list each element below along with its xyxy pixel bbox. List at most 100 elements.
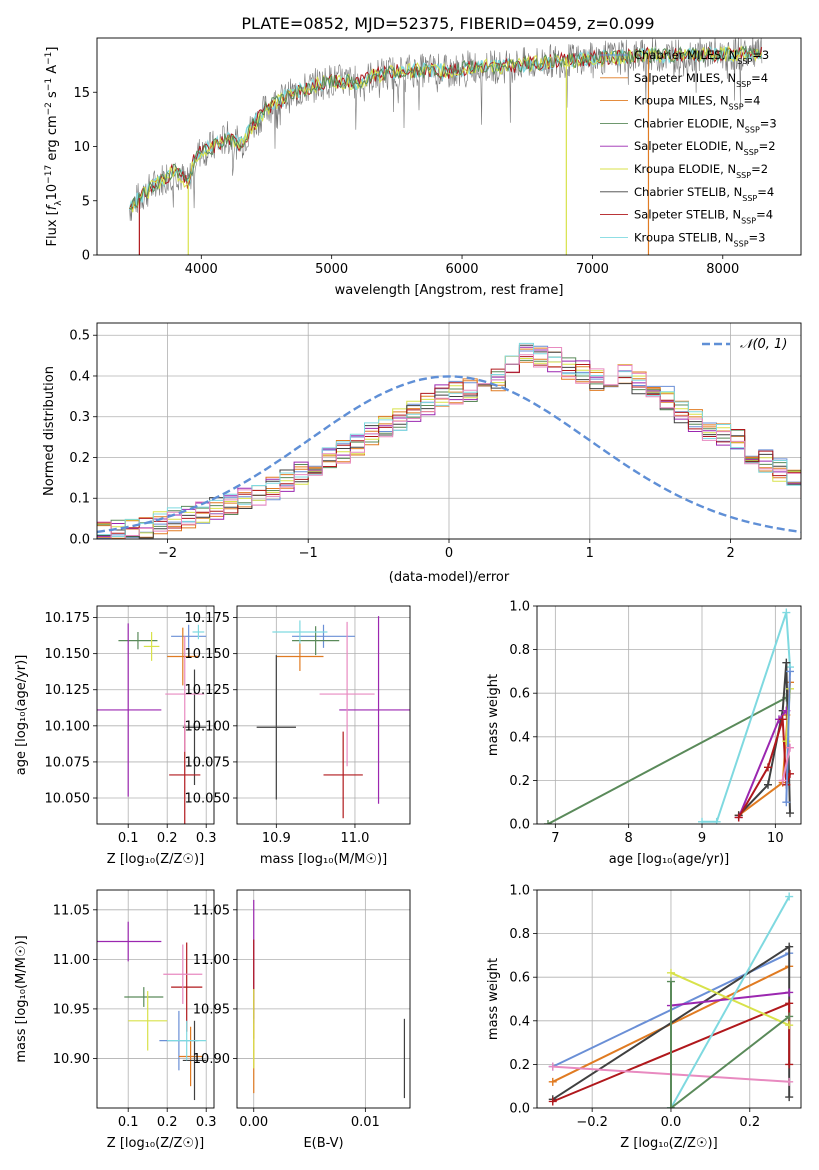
legend-label: Salpeter ELODIE, NSSP=2 (634, 139, 776, 157)
y-tick-label: 10.90 (193, 1052, 230, 1067)
y-axis-label: Flux [fλ10−17 erg cm−2 s−1 A−1] (44, 47, 64, 247)
y-tick-label: 11.00 (53, 953, 90, 968)
series-line (785, 671, 791, 803)
series-line (547, 696, 787, 824)
y-tick-label: 0.0 (69, 533, 90, 548)
y-tick-label: 0.8 (509, 643, 530, 658)
y-tick-label: 0.4 (509, 1014, 530, 1029)
legend-label: Chabrier ELODIE, NSSP=3 (634, 116, 777, 133)
series-marker (548, 1062, 557, 1071)
x-tick-label: 0.2 (157, 831, 178, 846)
y-tick-label: 1.0 (509, 884, 530, 899)
y-tick-label: 0.4 (509, 730, 530, 745)
histogram-plot-area (97, 342, 801, 539)
spectrum-plot-area (128, 38, 763, 255)
mass-vs-Z-panel: 0.1 0.2 0.3 10.90 10.95 11.00 11.05 Z [log₁₀(Z/… (14, 889, 217, 1151)
x-axis-label: Z [log₁₀(Z/Z☉)] (107, 852, 204, 867)
series-marker (785, 1077, 794, 1086)
x-tick-label: 5000 (315, 262, 348, 277)
series-marker (666, 1104, 675, 1108)
x-tick-label: −2 (158, 546, 177, 561)
series-marker (786, 809, 794, 818)
mass-weight-vs-Z-plot-area (548, 892, 794, 1108)
y-tick-label: 10.95 (193, 1002, 230, 1017)
y-tick-label: 1.0 (509, 600, 530, 615)
x-tick-label: 9 (698, 831, 706, 846)
y-axis-label: mass weight (486, 958, 501, 1040)
legend-label: 𝒩(0, 1) (740, 337, 787, 352)
x-tick-label: 0.2 (739, 1115, 760, 1130)
x-axis-label: Z [log₁₀(Z/Z☉)] (620, 1136, 717, 1151)
spectrum-model-line (129, 45, 763, 213)
x-tick-label: −1 (299, 546, 318, 561)
y-tick-label: 10 (73, 140, 90, 155)
y-tick-label: 11.05 (193, 903, 230, 918)
series-line (702, 612, 791, 823)
y-tick-label: 15 (73, 86, 90, 101)
mass-vs-ebv-plot-area (253, 899, 406, 1099)
series-marker (786, 667, 794, 676)
x-tick-label: 0.00 (239, 1115, 268, 1130)
axes-frame (96, 322, 802, 540)
x-axis-label: wavelength [Angstrom, rest frame] (335, 283, 564, 298)
legend-label: Salpeter STELIB, NSSP=4 (634, 208, 773, 226)
x-tick-label: 0.01 (351, 1115, 380, 1130)
x-tick-label: 8000 (706, 262, 739, 277)
series-marker (778, 715, 787, 724)
series-line (781, 747, 791, 781)
age-vs-Z-panel: 0.1 0.2 0.3 10.050 10.075 10.100 10.125 10.150 1… (14, 605, 217, 867)
series-marker (785, 999, 794, 1008)
legend-label: Chabrier MILES, NSSP=3 (634, 48, 769, 66)
series-marker (548, 1097, 557, 1106)
y-tick-label: 0.2 (509, 1058, 530, 1073)
series-line (670, 981, 790, 1108)
series-marker (786, 743, 794, 752)
x-axis-label: mass [log₁₀(M/M☉)] (260, 852, 387, 867)
legend-label: Kroupa MILES, NSSP=4 (634, 94, 760, 112)
y-tick-label: 0.0 (509, 1102, 530, 1117)
x-tick-label: 11.0 (340, 831, 369, 846)
y-tick-label: 10.100 (185, 719, 231, 734)
series-marker (782, 658, 791, 667)
y-tick-label: 0.6 (509, 687, 530, 702)
y-tick-label: 10.90 (53, 1052, 90, 1067)
y-tick-label: 5 (82, 194, 90, 209)
x-tick-label: 4000 (185, 262, 218, 277)
y-axis-label: age [log₁₀(age/yr)] (14, 655, 29, 776)
series-marker (544, 820, 552, 824)
x-axis-label: Z [log₁₀(Z/Z☉)] (107, 1136, 204, 1151)
x-tick-label: 2 (726, 546, 734, 561)
y-tick-label: 0.2 (509, 774, 530, 789)
x-tick-label: 1 (586, 546, 594, 561)
series-line (670, 896, 791, 1108)
y-tick-label: 10.150 (45, 647, 91, 662)
series-marker (666, 977, 675, 986)
series-marker (734, 813, 743, 822)
figure-title: PLATE=0852, MJD=52375, FIBERID=0459, z=0… (241, 14, 654, 33)
y-tick-label: 0.2 (69, 451, 90, 466)
x-tick-label: 0.3 (196, 1115, 217, 1130)
series-marker (548, 1077, 557, 1086)
y-tick-label: 0 (82, 249, 90, 264)
spectrum-panel: 4000 5000 6000 7000 8000 0 5 10 15 wavelength [An… (44, 37, 802, 298)
y-tick-label: 0.5 (69, 329, 90, 344)
series-marker (712, 817, 721, 824)
normal-curve (97, 375, 801, 534)
x-tick-label: 0.1 (118, 831, 139, 846)
legend-label: Kroupa ELODIE, NSSP=2 (634, 162, 768, 180)
histogram-step (97, 356, 801, 534)
axes-frame (96, 37, 802, 256)
series-marker (785, 1060, 794, 1069)
age-vs-mass-plot-area (256, 616, 410, 819)
axes-frame (96, 605, 215, 825)
axes-frame (536, 605, 802, 825)
y-axis-label: Normed distribution (42, 366, 57, 496)
y-axis-label: mass weight (486, 674, 501, 756)
age-vs-Z-plot-area (97, 623, 207, 824)
mass-vs-ebv-panel: 0.00 0.01 10.90 10.95 11.00 11.05 E(B-V) (193, 889, 411, 1151)
axes-frame (236, 889, 411, 1109)
y-tick-label: 10.175 (185, 611, 231, 626)
y-tick-label: 0.8 (509, 927, 530, 942)
axes-frame (536, 889, 802, 1109)
series-marker (764, 763, 772, 772)
